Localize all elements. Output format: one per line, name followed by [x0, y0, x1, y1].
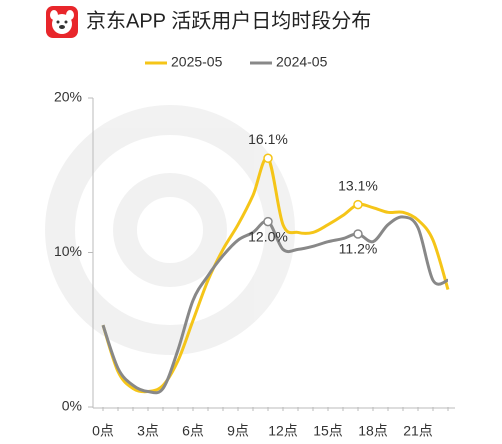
x-tick-label: 21点 — [403, 423, 433, 439]
point-marker — [353, 199, 363, 210]
x-tick-label: 9点 — [227, 423, 249, 439]
y-tick-label: 0% — [62, 398, 82, 414]
legend-label: 2024-05 — [276, 54, 328, 70]
x-tick-label: 3点 — [137, 423, 159, 439]
data-label: 16.1% — [248, 131, 288, 147]
x-tick-label: 15点 — [313, 423, 343, 439]
legend-label: 2025-05 — [171, 54, 223, 70]
data-label: 13.1% — [338, 177, 378, 193]
point-marker — [353, 229, 363, 239]
chart-title: 京东APP 活跃用户日均时段分布 — [86, 9, 371, 32]
y-tick-label: 10% — [54, 243, 82, 259]
logo — [46, 6, 78, 38]
point-marker — [263, 216, 273, 227]
x-tick-label: 6点 — [182, 423, 204, 439]
y-tick-label: 20% — [54, 89, 82, 105]
data-label: 12.0% — [248, 228, 288, 244]
series-line — [101, 215, 449, 395]
point-marker — [263, 153, 273, 164]
x-tick-label: 12点 — [268, 423, 298, 439]
series-line — [101, 156, 450, 394]
watermark — [45, 105, 295, 355]
x-tick-label: 0点 — [92, 423, 114, 439]
x-tick-label: 18点 — [358, 423, 388, 439]
data-label: 11.2% — [339, 241, 378, 257]
